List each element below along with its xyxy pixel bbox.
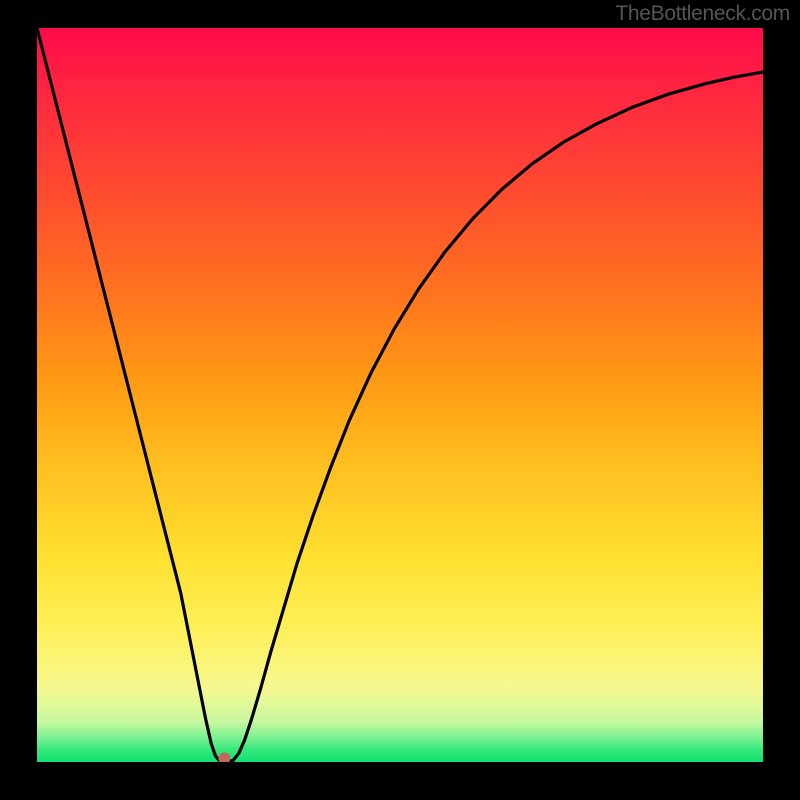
bottleneck-curve bbox=[37, 28, 763, 761]
curve-layer bbox=[37, 28, 763, 762]
attribution-text: TheBottleneck.com bbox=[615, 2, 790, 26]
plot-area bbox=[37, 28, 763, 762]
chart-root: TheBottleneck.com bbox=[0, 0, 800, 800]
marker-dot bbox=[218, 752, 230, 762]
